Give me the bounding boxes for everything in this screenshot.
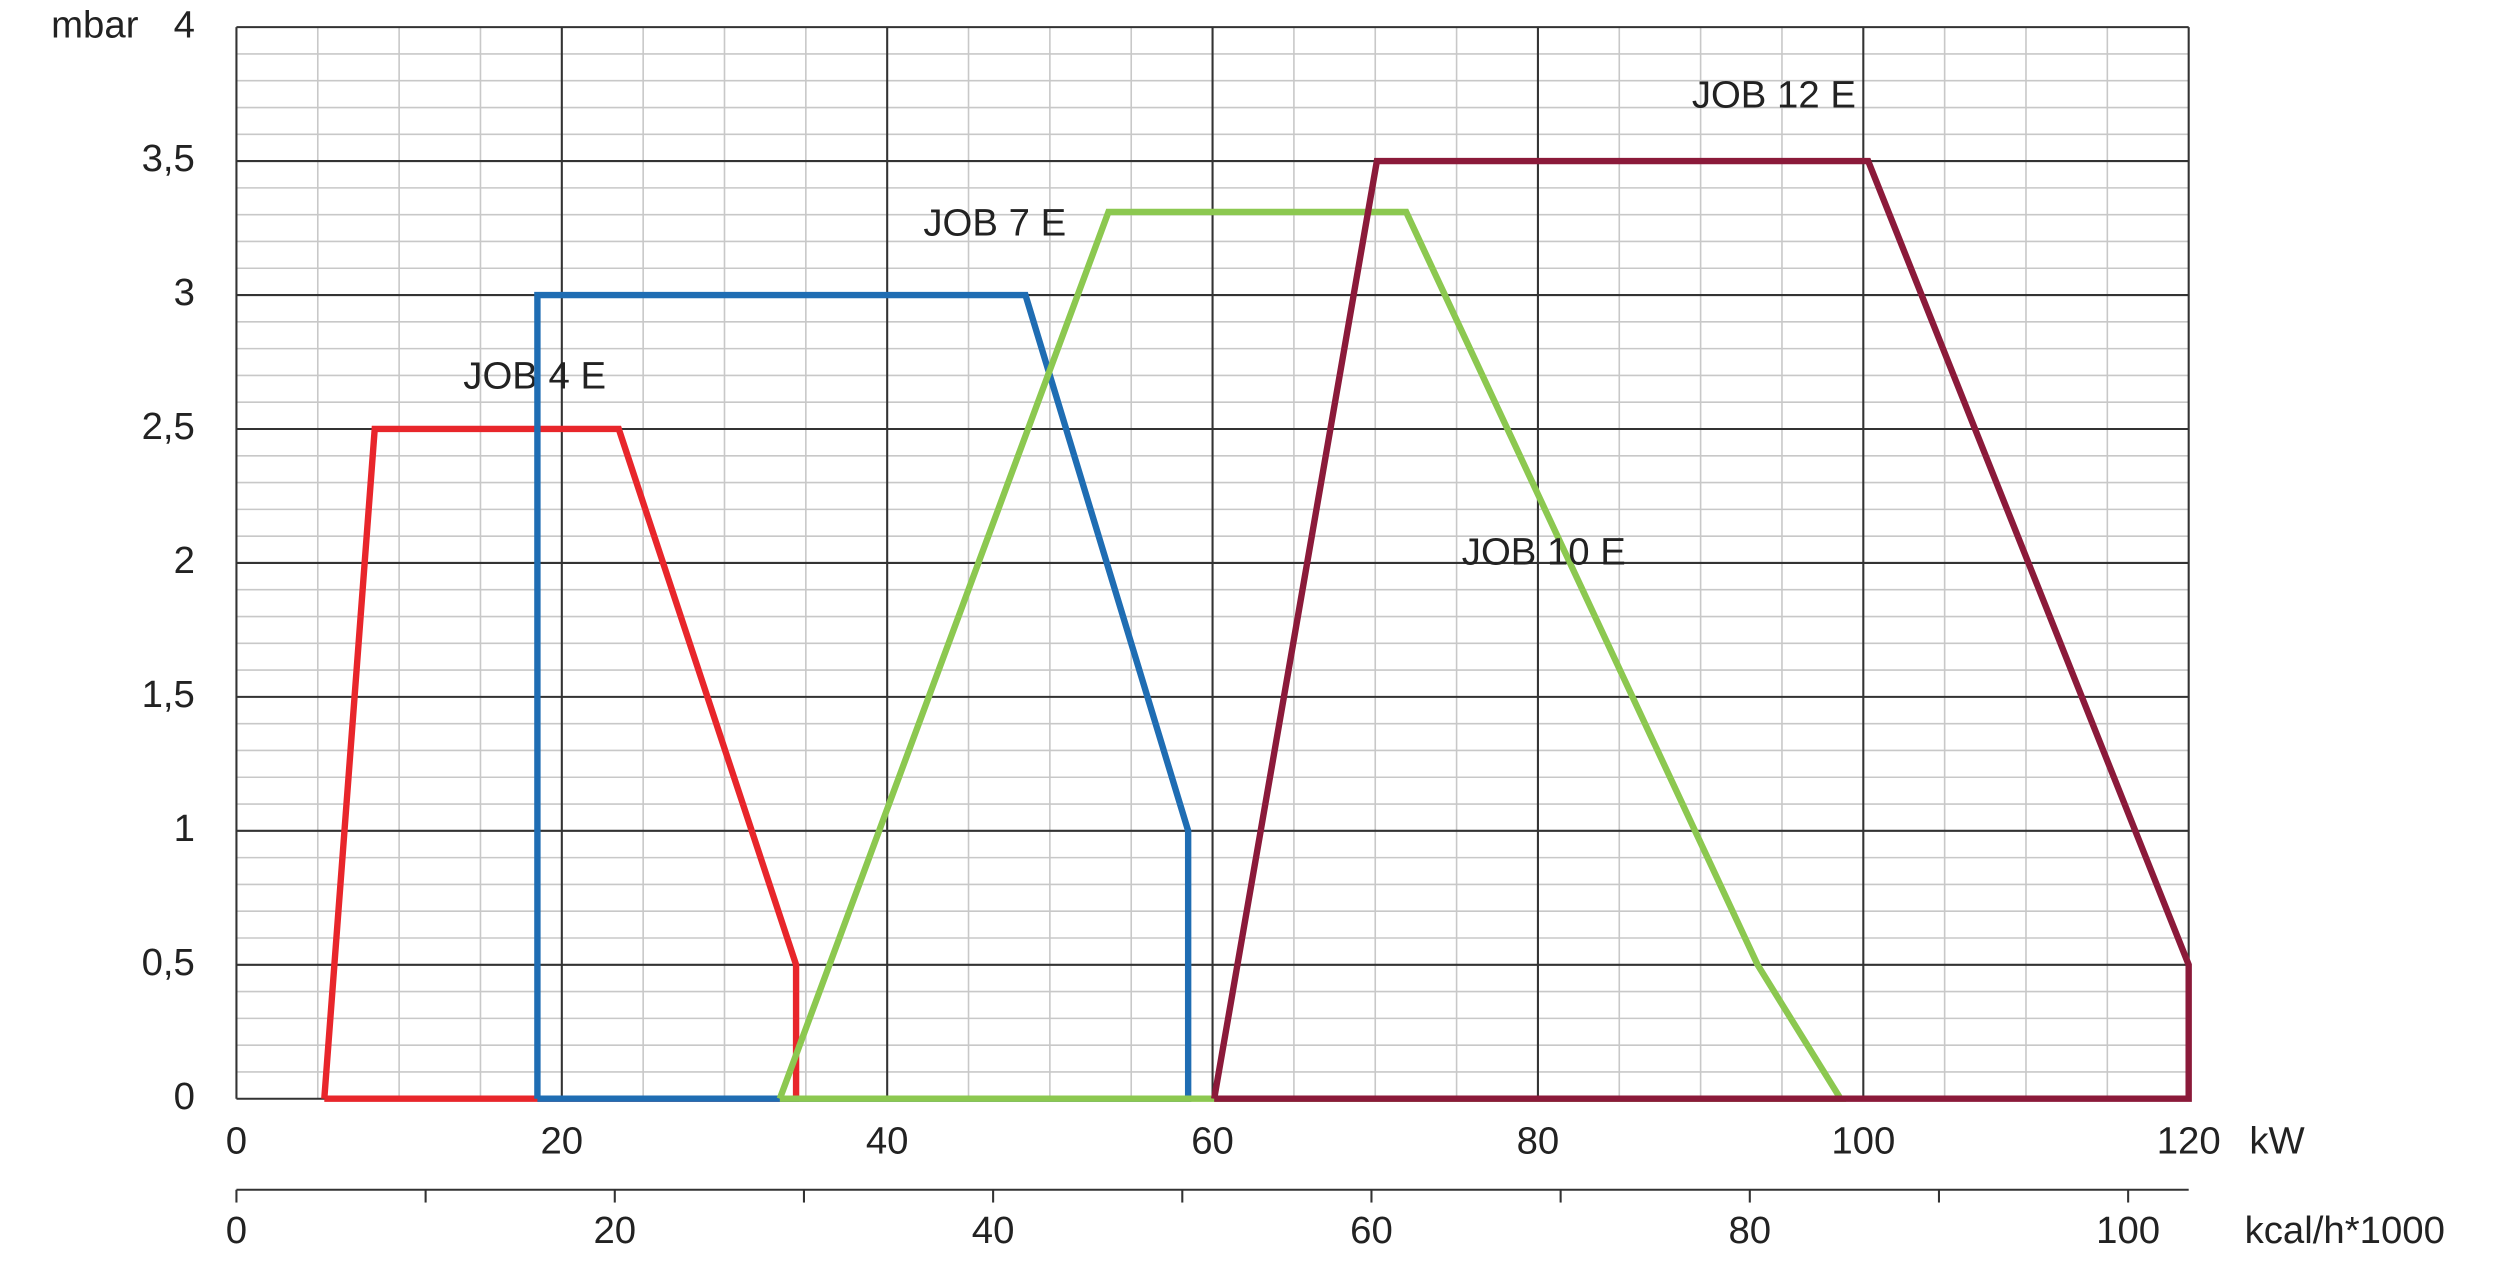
x2-tick-label: 40 — [972, 1209, 1015, 1252]
x-tick-label: 100 — [1831, 1120, 1895, 1163]
x-tick-label: 0 — [226, 1120, 247, 1163]
x-tick-label: 60 — [1191, 1120, 1234, 1163]
series-label: JOB 12 E — [1692, 74, 1856, 117]
y-tick-label: 0,5 — [142, 941, 195, 984]
x2-tick-label: 20 — [593, 1209, 636, 1252]
series-label: JOB 10 E — [1462, 530, 1626, 573]
series-line — [1211, 157, 2192, 1102]
x-axis-label: kW — [2249, 1120, 2305, 1163]
x2-tick-label: 80 — [1728, 1209, 1771, 1252]
x-tick-label: 20 — [540, 1120, 583, 1163]
x-tick-label: 120 — [2157, 1120, 2221, 1163]
y-tick-label: 2 — [174, 539, 195, 582]
series-line — [321, 425, 800, 1102]
y-tick-label: 1,5 — [142, 673, 195, 716]
x-tick-label: 80 — [1517, 1120, 1560, 1163]
y-axis-label: mbar — [51, 3, 139, 46]
x2-tick-label: 100 — [2096, 1209, 2160, 1252]
x2-axis-label: kcal/h*1000 — [2245, 1209, 2445, 1252]
y-tick-label: 3,5 — [142, 137, 195, 180]
x-tick-label: 40 — [866, 1120, 909, 1163]
y-tick-label: 3 — [174, 271, 195, 314]
y-tick-label: 4 — [174, 3, 195, 46]
x2-tick-label: 60 — [1350, 1209, 1393, 1252]
series-label: JOB 7 E — [923, 201, 1066, 244]
y-tick-label: 0 — [174, 1075, 195, 1118]
y-tick-label: 1 — [174, 807, 195, 850]
x2-tick-label: 0 — [226, 1209, 247, 1252]
y-tick-label: 2,5 — [142, 405, 195, 448]
